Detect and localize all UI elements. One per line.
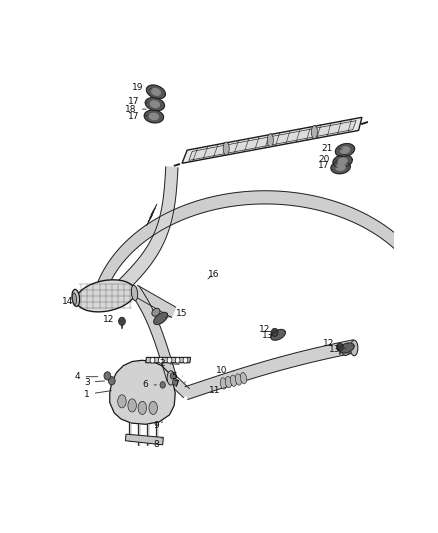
Polygon shape bbox=[134, 285, 176, 318]
Circle shape bbox=[158, 358, 163, 363]
Ellipse shape bbox=[138, 401, 147, 415]
Ellipse shape bbox=[311, 126, 318, 139]
Text: 20: 20 bbox=[318, 155, 338, 164]
Circle shape bbox=[183, 358, 188, 363]
Polygon shape bbox=[339, 343, 354, 353]
Text: 6: 6 bbox=[143, 381, 156, 390]
Polygon shape bbox=[125, 434, 163, 445]
Ellipse shape bbox=[225, 376, 232, 388]
Ellipse shape bbox=[220, 378, 226, 389]
Ellipse shape bbox=[131, 285, 138, 301]
Ellipse shape bbox=[149, 401, 157, 415]
Polygon shape bbox=[145, 98, 164, 111]
Ellipse shape bbox=[267, 134, 273, 147]
Ellipse shape bbox=[235, 374, 242, 385]
Circle shape bbox=[167, 358, 172, 363]
Text: 21: 21 bbox=[321, 143, 342, 152]
Polygon shape bbox=[146, 358, 191, 363]
Text: 17: 17 bbox=[128, 97, 148, 106]
Polygon shape bbox=[144, 110, 163, 123]
Polygon shape bbox=[154, 312, 167, 325]
Text: 8: 8 bbox=[153, 438, 162, 449]
Text: 5: 5 bbox=[171, 372, 183, 381]
Text: 9: 9 bbox=[153, 422, 162, 431]
Text: 1: 1 bbox=[84, 390, 111, 399]
Polygon shape bbox=[150, 101, 159, 108]
Text: 16: 16 bbox=[208, 270, 219, 279]
Ellipse shape bbox=[167, 371, 175, 385]
Circle shape bbox=[150, 358, 155, 363]
Ellipse shape bbox=[118, 395, 126, 408]
Text: 17: 17 bbox=[128, 112, 148, 121]
Circle shape bbox=[160, 382, 166, 388]
Polygon shape bbox=[117, 167, 178, 293]
Ellipse shape bbox=[76, 280, 135, 312]
Text: 13: 13 bbox=[329, 345, 346, 354]
Text: 12: 12 bbox=[259, 326, 274, 334]
Text: 4: 4 bbox=[75, 372, 98, 381]
Circle shape bbox=[170, 373, 176, 379]
Polygon shape bbox=[169, 375, 189, 398]
Polygon shape bbox=[182, 117, 362, 163]
Text: 7: 7 bbox=[173, 379, 185, 389]
Ellipse shape bbox=[72, 289, 80, 306]
Polygon shape bbox=[96, 191, 438, 303]
Polygon shape bbox=[333, 155, 352, 168]
Circle shape bbox=[108, 377, 115, 385]
Ellipse shape bbox=[128, 399, 136, 412]
Polygon shape bbox=[271, 329, 285, 340]
Circle shape bbox=[173, 379, 178, 385]
Circle shape bbox=[104, 372, 111, 380]
Polygon shape bbox=[338, 158, 347, 165]
Text: 15: 15 bbox=[166, 309, 188, 318]
Polygon shape bbox=[110, 360, 175, 424]
Text: 2: 2 bbox=[159, 359, 179, 368]
Text: 14: 14 bbox=[62, 297, 73, 306]
Polygon shape bbox=[340, 147, 350, 154]
Circle shape bbox=[119, 317, 125, 325]
Ellipse shape bbox=[152, 308, 160, 316]
Text: 17: 17 bbox=[318, 161, 338, 170]
Polygon shape bbox=[131, 287, 177, 381]
Polygon shape bbox=[189, 120, 356, 160]
Ellipse shape bbox=[223, 142, 229, 155]
Text: 12: 12 bbox=[102, 314, 121, 324]
Text: 3: 3 bbox=[84, 377, 105, 386]
Text: 10: 10 bbox=[216, 367, 234, 375]
Polygon shape bbox=[331, 161, 350, 174]
Ellipse shape bbox=[72, 293, 77, 304]
Text: 18: 18 bbox=[125, 104, 146, 114]
Polygon shape bbox=[185, 340, 355, 399]
Polygon shape bbox=[336, 164, 345, 171]
Circle shape bbox=[175, 358, 180, 363]
Ellipse shape bbox=[342, 347, 350, 356]
Ellipse shape bbox=[240, 373, 247, 384]
Polygon shape bbox=[146, 85, 166, 99]
Ellipse shape bbox=[350, 340, 358, 356]
Polygon shape bbox=[149, 114, 158, 120]
Text: 13: 13 bbox=[262, 331, 277, 340]
Circle shape bbox=[336, 343, 343, 351]
Text: 19: 19 bbox=[132, 83, 152, 92]
Text: 12: 12 bbox=[323, 340, 339, 349]
Polygon shape bbox=[152, 88, 160, 95]
Text: 11: 11 bbox=[209, 386, 226, 395]
Polygon shape bbox=[336, 143, 354, 157]
Circle shape bbox=[271, 328, 278, 336]
Ellipse shape bbox=[230, 375, 237, 386]
